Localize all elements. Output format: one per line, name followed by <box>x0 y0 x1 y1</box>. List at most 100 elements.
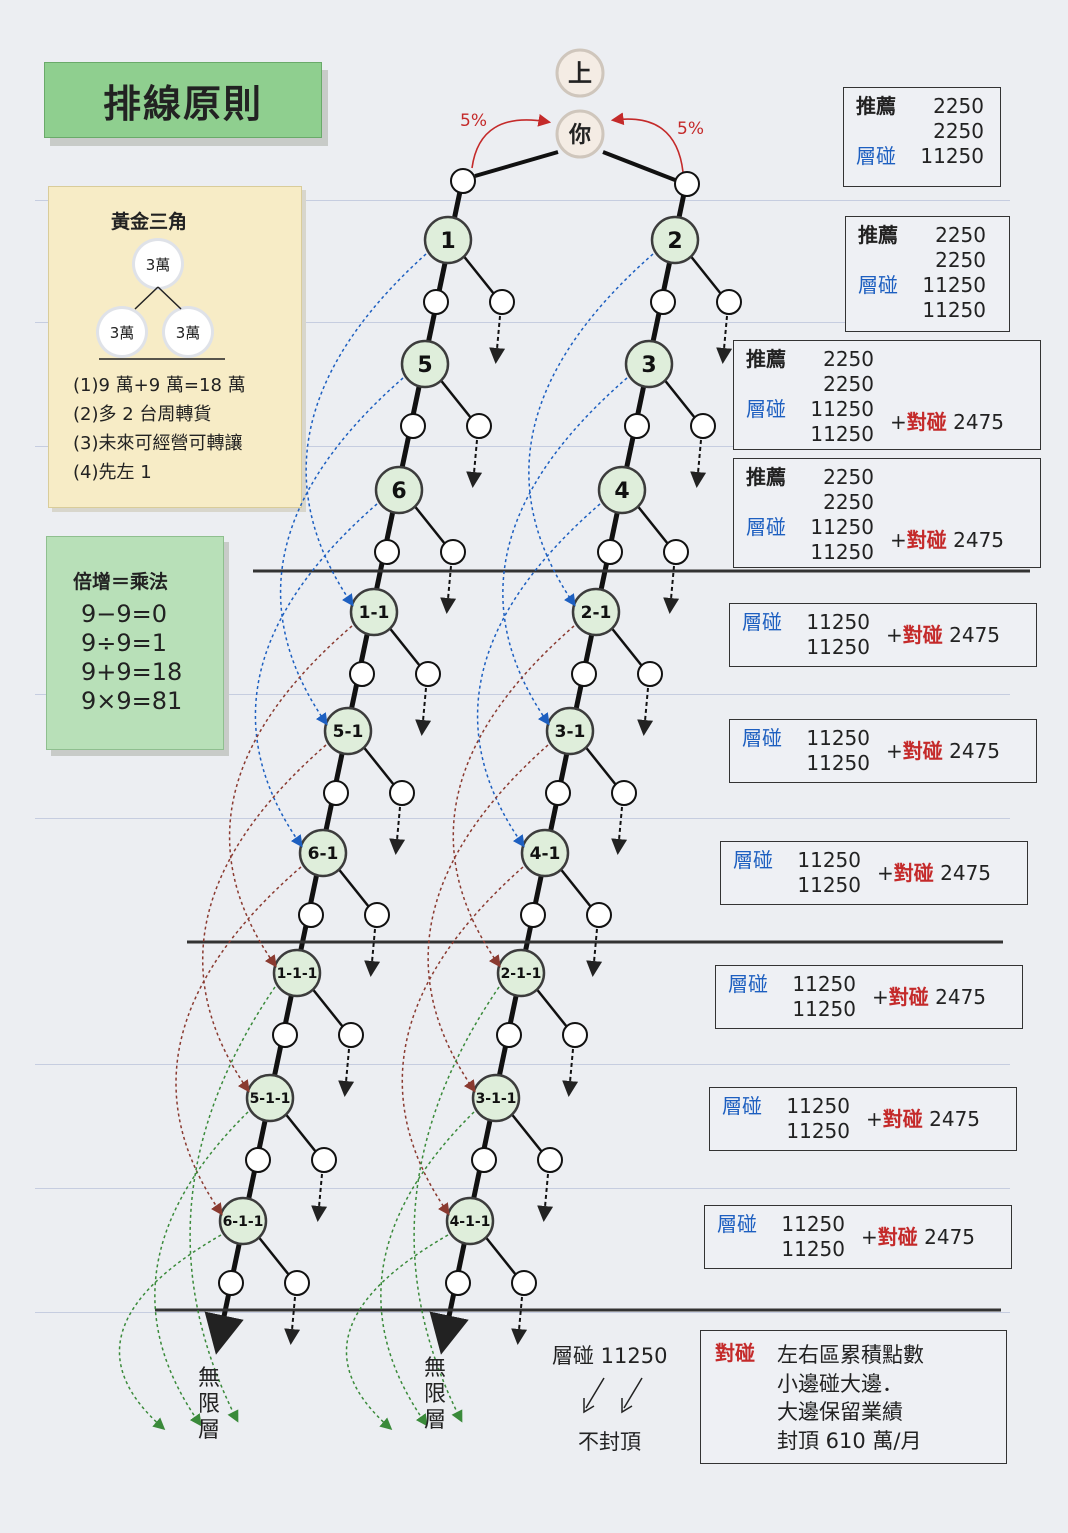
empty-slot <box>537 1147 563 1173</box>
upline-node-label: 上 <box>568 60 592 88</box>
spillover-arrow <box>175 866 302 1216</box>
reward-row-label: 層碰 <box>733 848 773 872</box>
reward-row-value: 11250 <box>810 397 874 421</box>
reward-row: 2250 <box>858 248 986 273</box>
reward-row-value: 2250 <box>823 347 874 371</box>
continue-arrow <box>611 806 628 855</box>
pair-note-line: 大邊保留業績 <box>777 1400 903 1424</box>
pair-bonus-value: 2475 <box>917 1225 976 1249</box>
reward-row-label: 推薦 <box>858 223 898 247</box>
multiply-panel: 倍增＝乘法 9−9=0 9÷9=1 9+9=18 9×9=81 <box>46 536 224 750</box>
no-cap-label: 不封頂 <box>578 1430 641 1454</box>
upline-node <box>555 48 605 98</box>
reward-box: 推薦 2250 2250 層碰 11250 11250 +對碰 2475 <box>733 340 1041 450</box>
empty-slot <box>245 1147 271 1173</box>
continue-arrow <box>637 687 654 736</box>
pair-bonus: +對碰 2475 <box>890 410 1004 435</box>
spillover-arrow <box>502 377 628 726</box>
position-node-label: 3 <box>641 353 656 378</box>
reward-box: 層碰 11250 11250 +對碰 2475 <box>729 603 1037 667</box>
reward-row: 層碰 11250 <box>733 848 861 873</box>
reward-row: 層碰 11250 <box>742 726 870 751</box>
empty-slot <box>562 1022 588 1048</box>
pair-bonus-label: 對碰 <box>877 1225 918 1249</box>
empty-slot <box>440 539 466 565</box>
golden-item: (1)9 萬+9 萬=18 萬 <box>73 375 246 396</box>
empty-slot <box>445 1270 471 1296</box>
pair-bonus-label: 對碰 <box>906 528 947 552</box>
branch-line <box>534 986 568 1028</box>
vertical-char: 限 <box>423 1382 446 1407</box>
vertical-char: 層 <box>423 1408 446 1433</box>
reward-row-value: 11250 <box>810 422 874 446</box>
reward-box: 推薦 2250 2250 層碰 11250 <box>843 87 1001 187</box>
position-node-right <box>571 587 621 637</box>
reward-row-value: 2250 <box>933 94 984 118</box>
position-node-right <box>520 828 570 878</box>
pair-bonus-value: 2475 <box>946 410 1005 434</box>
pair-note-label: 對碰 <box>715 1341 755 1365</box>
empty-slot <box>466 413 492 439</box>
equation: 9÷9=1 <box>81 629 168 657</box>
empty-slot <box>284 1270 310 1296</box>
continue-arrow <box>716 315 733 364</box>
reward-row-value: 11250 <box>920 144 984 168</box>
position-node-label: 3-1-1 <box>476 1091 517 1107</box>
empty-slot <box>298 902 324 928</box>
continue-arrow <box>389 806 406 855</box>
empty-slot <box>218 1270 244 1296</box>
equation: 9+9=18 <box>81 658 183 686</box>
empty-slot <box>374 539 400 565</box>
reward-box-content: 推薦 2250 2250 層碰 11250 11250 <box>746 347 874 447</box>
reward-box: 推薦 2250 2250 層碰 11250 11250 <box>845 216 1010 332</box>
reward-row-label <box>733 873 789 898</box>
branch-line <box>361 744 395 786</box>
golden-triangle-panel: 黃金三角 3萬 3萬 3萬 (1)9 萬+9 萬=18 萬 (2)多 2 台周轉… <box>48 186 302 508</box>
empty-slot <box>450 168 476 194</box>
empty-slot <box>663 539 689 565</box>
golden-top-node: 3萬 <box>135 241 181 287</box>
golden-item: (3)未來可經營可轉讓 <box>73 433 243 454</box>
position-node-right <box>545 706 595 756</box>
reward-row-value: 2250 <box>933 119 984 143</box>
you-node-label: 你 <box>568 123 591 148</box>
plus-sign: + <box>890 528 907 552</box>
empty-slot <box>545 780 571 806</box>
continue-arrow <box>466 439 483 488</box>
spillover-arrow <box>154 1111 249 1427</box>
pair-note-line: 封頂 610 萬/月 <box>777 1428 922 1453</box>
reward-row: 11250 <box>746 422 874 447</box>
reward-box-content: 層碰 11250 11250 <box>742 726 870 776</box>
reward-row: 2250 <box>746 372 874 397</box>
empty-slot <box>674 171 700 197</box>
bottom-layer-note: 層碰 11250 <box>552 1344 668 1368</box>
continue-arrow <box>562 1048 579 1097</box>
pair-bonus-value: 2475 <box>942 623 1001 647</box>
position-node-left <box>400 339 450 389</box>
reward-row-value: 11250 <box>792 972 856 996</box>
reward-row-label <box>728 997 784 1022</box>
left-bonus-arrow <box>471 114 552 169</box>
continue-arrow <box>364 928 381 977</box>
multiply-equations: 9−9=0 9÷9=1 9+9=18 9×9=81 <box>81 600 182 716</box>
branch-line <box>609 625 643 667</box>
reward-row: 11250 <box>742 635 870 660</box>
reward-row-label: 層碰 <box>746 397 786 421</box>
pair-bonus-value: 2475 <box>942 739 1001 763</box>
empty-slot <box>323 780 349 806</box>
reward-row-value: 11250 <box>806 635 870 659</box>
reward-row-value: 11250 <box>781 1212 845 1236</box>
pair-bonus: +對碰 2475 <box>872 985 986 1010</box>
plus-sign: + <box>886 739 903 763</box>
reward-row-label <box>746 422 802 447</box>
reward-row-value: 11250 <box>922 298 986 322</box>
position-node-label: 3-1 <box>555 722 586 742</box>
reward-box: 層碰 11250 11250 +對碰 2475 <box>729 719 1037 783</box>
pair-bonus-label: 對碰 <box>902 739 943 763</box>
position-node-label: 6 <box>391 479 406 504</box>
reward-box: 層碰 11250 11250 +對碰 2475 <box>720 841 1028 905</box>
reward-row: 2250 <box>856 119 984 144</box>
position-node-label: 2-1 <box>581 603 612 623</box>
spillover-arrow <box>476 503 601 848</box>
pair-note-box: 對碰 左右區累積點數 小邊碰大邊． 大邊保留業績 封頂 610 萬/月 <box>700 1330 1007 1464</box>
